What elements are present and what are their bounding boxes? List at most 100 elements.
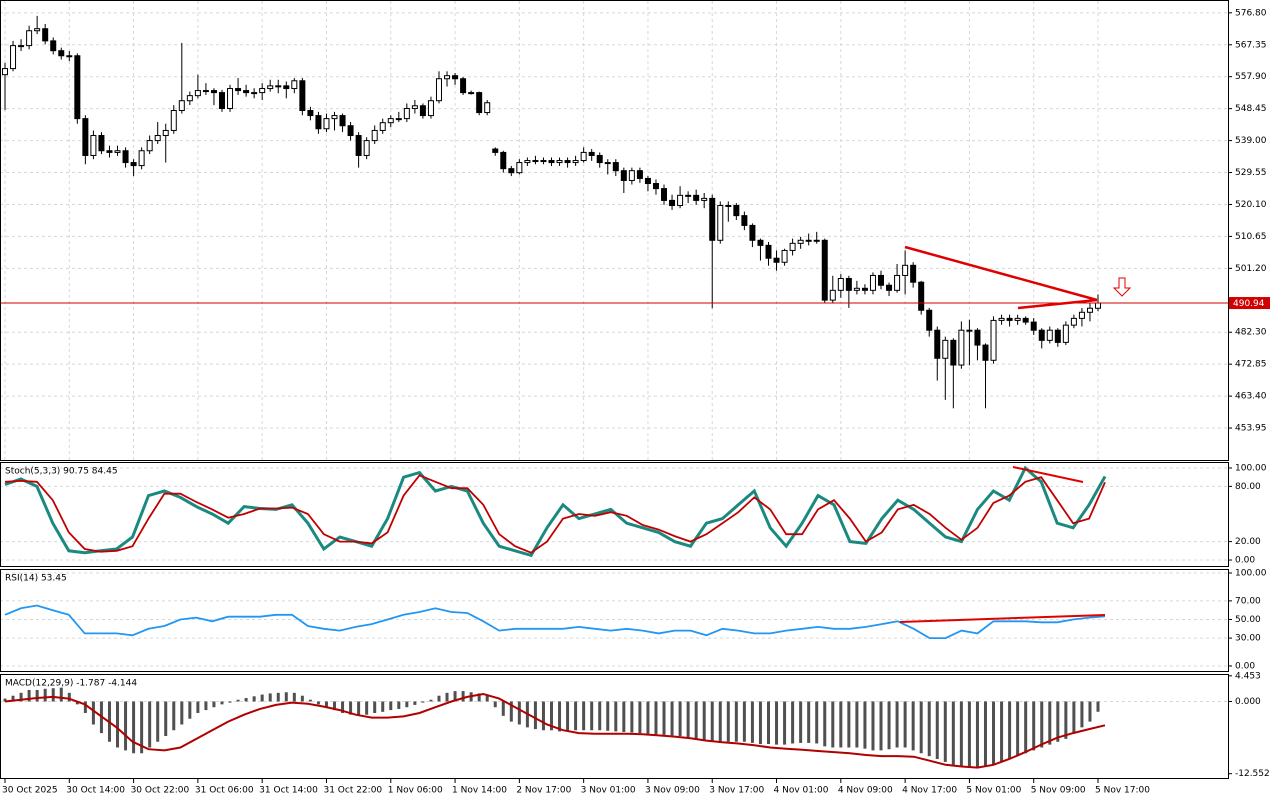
x-tick-label: 2 Nov 17:00: [516, 786, 571, 796]
y-tick-label: 50.00: [1235, 615, 1261, 625]
histogram-bar: [951, 701, 955, 765]
candle-body: [620, 170, 627, 181]
candle-body: [564, 160, 571, 164]
candle-body: [861, 287, 868, 291]
histogram-bar: [831, 701, 835, 748]
histogram-bar: [879, 701, 883, 751]
candle-body: [556, 160, 563, 164]
x-tick-label: 30 Oct 2025: [2, 786, 58, 796]
candle-body: [50, 40, 57, 52]
histogram-bar: [389, 701, 393, 711]
candle-body: [1070, 317, 1077, 326]
histogram-bar: [405, 701, 409, 708]
y-tick-label: 557.90: [1235, 72, 1267, 82]
candle-body: [950, 339, 957, 366]
candle-body: [34, 28, 41, 32]
histogram-bar: [413, 701, 417, 705]
candle-body: [580, 151, 587, 162]
histogram-bar: [766, 701, 770, 745]
histogram-bar: [220, 701, 224, 705]
candle-body: [275, 85, 282, 88]
candle-body: [1054, 329, 1061, 343]
candle-body: [106, 150, 113, 153]
candle-body: [604, 162, 611, 165]
histogram-bar: [726, 701, 730, 742]
candle-body: [701, 197, 708, 201]
histogram-bar: [51, 688, 55, 702]
candle-body: [540, 160, 547, 163]
candle-body: [837, 277, 844, 291]
histogram-bar: [437, 695, 441, 702]
histogram-bar: [646, 701, 650, 734]
candle-body: [154, 135, 161, 142]
x-tick-label: 5 Nov 17:00: [1095, 786, 1150, 796]
trendline: [899, 614, 1106, 623]
histogram-bar: [19, 692, 23, 702]
histogram-bar: [558, 701, 562, 732]
candle-body: [652, 183, 659, 190]
histogram-bar: [11, 695, 15, 702]
histogram-bar: [598, 701, 602, 731]
y-tick-label: 100.00: [1235, 568, 1267, 578]
candle-body: [460, 78, 467, 94]
histogram-bar: [742, 701, 746, 742]
y-tick-label: 501.20: [1235, 264, 1267, 274]
y-tick-label: 0.000: [1235, 697, 1261, 707]
candle-body: [379, 122, 386, 131]
histogram-bar: [783, 701, 787, 745]
candle-body: [918, 281, 925, 311]
histogram-bar: [574, 701, 578, 731]
stoch-title: Stoch(5,3,3) 90.75 84.45: [5, 467, 118, 477]
histogram-bar: [1088, 701, 1092, 722]
candle-body: [878, 274, 885, 286]
histogram-bar: [983, 701, 987, 767]
candle-body: [829, 289, 836, 301]
candle-body: [315, 115, 322, 130]
candle-body: [419, 105, 426, 117]
candle-body: [210, 90, 217, 94]
histogram-bar: [1000, 701, 1004, 762]
x-tick-label: 31 Oct 06:00: [195, 786, 254, 796]
candle-body: [886, 284, 893, 291]
histogram-bar: [1048, 701, 1052, 745]
histogram-bar: [67, 692, 71, 702]
y-tick-label: 0.00: [1235, 556, 1255, 566]
candle-body: [926, 309, 933, 331]
histogram-bar: [148, 701, 152, 748]
candle-body: [162, 129, 169, 137]
candle-body: [990, 319, 997, 361]
histogram-bar: [791, 701, 795, 744]
histogram-bar: [509, 701, 513, 722]
histogram-bar: [606, 701, 610, 731]
histogram-bar: [252, 696, 256, 702]
candle-body: [532, 160, 539, 163]
histogram-bar: [654, 701, 658, 735]
histogram-bar: [1072, 701, 1076, 734]
histogram-bar: [943, 701, 947, 762]
y-tick-label: 529.55: [1235, 168, 1267, 178]
candle-body: [596, 154, 603, 164]
histogram-bar: [180, 701, 184, 725]
candle-body: [749, 224, 756, 241]
histogram-bar: [124, 701, 128, 751]
candle-body: [1046, 329, 1053, 341]
candle-body: [628, 170, 635, 181]
histogram-bar: [903, 701, 907, 748]
candle-body: [958, 329, 965, 366]
down-arrow: [1112, 277, 1132, 297]
histogram-bar: [132, 701, 136, 754]
histogram-bar: [517, 701, 521, 725]
candle-body: [283, 85, 290, 90]
histogram-bar: [550, 701, 553, 731]
candle-body: [773, 257, 780, 263]
candle-body: [299, 80, 306, 112]
y-tick-label: 576.80: [1235, 8, 1267, 18]
candle-body: [218, 92, 225, 109]
y-tick-label: 539.00: [1235, 136, 1267, 146]
candle-body: [974, 329, 981, 346]
histogram-bar: [3, 698, 7, 702]
x-tick-label: 30 Oct 14:00: [66, 786, 125, 796]
histogram-bar: [935, 701, 939, 760]
candle-body: [484, 102, 491, 114]
candle-body: [259, 88, 266, 94]
